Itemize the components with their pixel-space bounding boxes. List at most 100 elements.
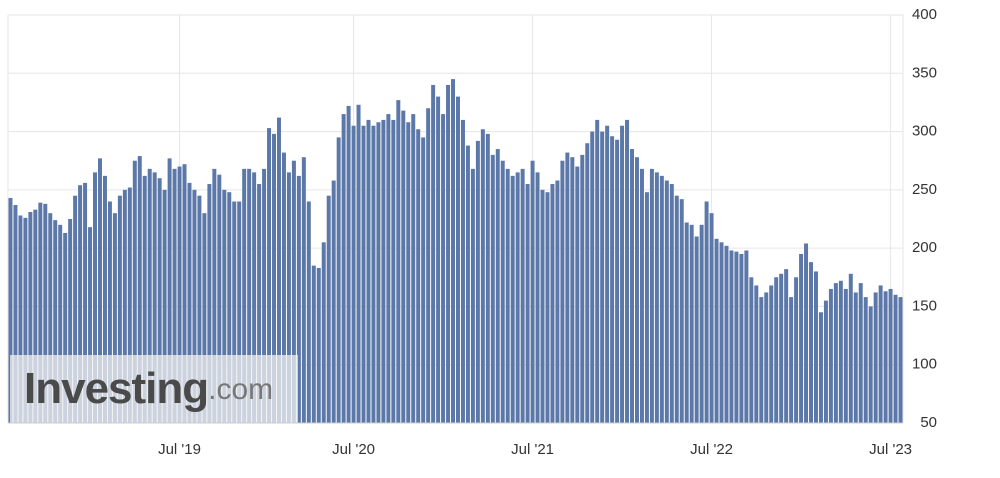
bar <box>53 220 58 423</box>
y-tick-label: 200 <box>912 239 937 256</box>
bar <box>799 253 804 423</box>
bar <box>888 288 893 423</box>
bar <box>366 119 371 424</box>
bar <box>192 189 197 423</box>
bar <box>620 125 625 423</box>
y-tick-label: 400 <box>912 6 937 23</box>
bar <box>898 297 903 423</box>
bar <box>639 168 644 423</box>
y-tick-label: 350 <box>912 64 937 81</box>
bar <box>809 262 814 423</box>
bar <box>515 172 520 423</box>
bar <box>43 203 48 423</box>
bar <box>828 288 833 423</box>
bar <box>630 149 635 424</box>
bar <box>600 131 605 424</box>
bar <box>167 158 172 423</box>
bar <box>634 157 639 423</box>
bar <box>321 242 326 423</box>
bar <box>446 84 451 423</box>
bar <box>724 245 729 423</box>
bar <box>391 119 396 424</box>
bar <box>212 168 217 423</box>
bar <box>868 306 873 423</box>
bar <box>406 122 411 423</box>
bar <box>147 168 152 423</box>
bars <box>8 79 903 424</box>
watermark-box <box>10 355 298 423</box>
bar <box>142 175 147 423</box>
bar <box>893 294 898 423</box>
bar <box>644 192 649 423</box>
bar <box>873 292 878 423</box>
bar <box>436 96 441 423</box>
bar <box>794 277 799 423</box>
bar <box>281 152 286 423</box>
bar <box>525 184 530 423</box>
bar <box>262 168 267 423</box>
bar <box>396 100 401 424</box>
bar <box>38 202 43 423</box>
bar <box>202 213 207 423</box>
bar <box>709 213 714 423</box>
y-tick-label: 250 <box>912 181 937 198</box>
bar <box>838 280 843 423</box>
y-tick-label: 100 <box>912 356 937 373</box>
watermark-brand: Investing.com <box>24 364 273 413</box>
bar <box>93 172 98 423</box>
bar <box>470 168 475 423</box>
bar <box>361 125 366 423</box>
bar <box>97 158 102 423</box>
bar <box>833 283 838 423</box>
bar <box>769 285 774 423</box>
bar <box>73 195 78 423</box>
bar <box>78 185 83 423</box>
bar <box>401 110 406 424</box>
bar <box>102 175 107 423</box>
bar <box>659 175 664 423</box>
bar <box>863 297 868 423</box>
bar <box>883 291 888 423</box>
bar <box>878 285 883 423</box>
bar <box>187 182 192 423</box>
bar <box>127 187 132 423</box>
bar <box>684 222 689 423</box>
x-tick-label: Jul '22 <box>690 441 733 458</box>
bar <box>610 136 615 423</box>
axis: 50 100 150 200 250 300 350 400 Jul '19 Jul '20 Jul… <box>8 6 937 458</box>
bar <box>157 178 162 423</box>
bar <box>595 119 600 424</box>
bar <box>764 292 769 423</box>
bar <box>848 273 853 423</box>
grid <box>7 14 904 424</box>
bar <box>485 133 490 423</box>
bar <box>605 125 610 423</box>
bar <box>122 189 127 423</box>
bar <box>759 297 764 423</box>
x-tick-label: Jul '23 <box>869 441 912 458</box>
bar <box>694 236 699 423</box>
bar <box>540 189 545 423</box>
watermark-brand-text: Investing <box>24 364 208 413</box>
bar <box>301 157 306 423</box>
bar <box>356 104 361 423</box>
bar <box>625 119 630 424</box>
bar <box>734 251 739 423</box>
bar <box>744 250 749 423</box>
bar <box>8 198 13 423</box>
bar <box>107 201 112 423</box>
bar <box>714 238 719 423</box>
bar <box>510 175 515 423</box>
bar <box>804 243 809 423</box>
bar <box>774 277 779 423</box>
bar <box>132 160 137 423</box>
bar <box>63 232 68 423</box>
bar <box>555 180 560 423</box>
bar <box>858 283 863 423</box>
bar <box>177 166 182 424</box>
x-tick-label: Jul '21 <box>511 441 554 458</box>
bar <box>823 300 828 423</box>
bar <box>570 157 575 423</box>
bar <box>654 172 659 423</box>
bar <box>182 164 187 423</box>
